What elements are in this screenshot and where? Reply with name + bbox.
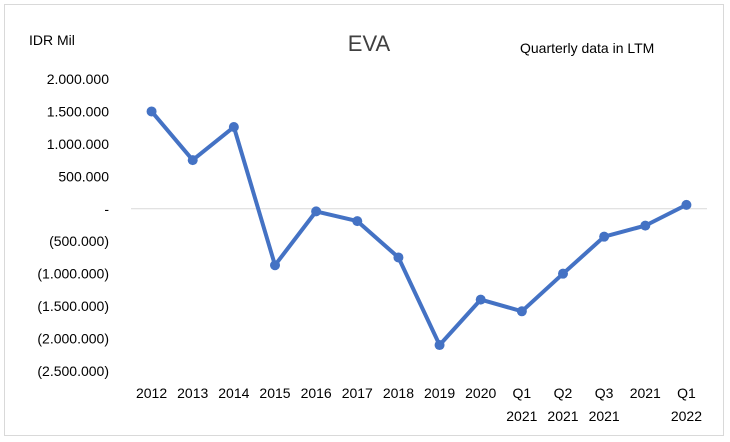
x-tick-label: Q3 bbox=[595, 385, 614, 401]
x-tick-label: Q2 bbox=[554, 385, 573, 401]
eva-series-markers bbox=[146, 106, 692, 351]
y-axis-ticks: 2.000.000 1.500.000 1.000.000 500.000 - (500.… bbox=[37, 71, 109, 379]
y-tick-label: (2.000.000) bbox=[37, 331, 109, 347]
data-point-marker bbox=[516, 306, 527, 317]
chart-title: EVA bbox=[348, 31, 391, 56]
y-tick-label: (2.500.000) bbox=[37, 363, 109, 379]
y-tick-label: 2.000.000 bbox=[47, 71, 109, 87]
y-tick-label: (1.000.000) bbox=[37, 266, 109, 282]
chart-frame: EVA IDR Mil Quarterly data in LTM 2.000.… bbox=[4, 4, 724, 436]
x-tick-label: 2018 bbox=[383, 385, 414, 401]
x-tick-label: 2022 bbox=[671, 408, 702, 424]
y-tick-label: 1.000.000 bbox=[47, 136, 109, 152]
data-point-marker bbox=[434, 340, 445, 351]
x-tick-label: 2012 bbox=[136, 385, 167, 401]
data-point-marker bbox=[393, 252, 404, 263]
eva-line-chart: EVA IDR Mil Quarterly data in LTM 2.000.… bbox=[29, 31, 707, 424]
y-axis-unit-label: IDR Mil bbox=[29, 32, 75, 48]
x-tick-label: Q1 bbox=[677, 385, 696, 401]
data-point-marker bbox=[681, 199, 692, 210]
x-tick-label: 2019 bbox=[424, 385, 455, 401]
data-point-marker bbox=[558, 268, 568, 279]
data-point-marker bbox=[311, 206, 322, 217]
x-tick-label: 2021 bbox=[589, 408, 620, 424]
x-tick-label: 2017 bbox=[342, 385, 373, 401]
quarterly-note: Quarterly data in LTM bbox=[520, 40, 654, 56]
x-tick-label: 2013 bbox=[177, 385, 208, 401]
eva-series-line bbox=[149, 109, 689, 347]
data-point-marker bbox=[640, 220, 651, 231]
x-tick-label: 2014 bbox=[218, 385, 249, 401]
y-tick-label: 1.500.000 bbox=[47, 103, 109, 119]
y-tick-label: (1.500.000) bbox=[37, 298, 109, 314]
data-point-marker bbox=[270, 260, 280, 271]
data-point-marker bbox=[475, 294, 486, 305]
data-point-marker bbox=[352, 216, 363, 227]
y-tick-label: - bbox=[104, 201, 109, 217]
x-tick-label: 2020 bbox=[465, 385, 496, 401]
data-point-marker bbox=[599, 231, 610, 242]
y-tick-label: (500.000) bbox=[49, 233, 109, 249]
x-tick-label: 2021 bbox=[506, 408, 537, 424]
x-axis-ticks: 2012 2013 2014 2015 2016 2017 2018 2019 2020 Q1 20… bbox=[136, 385, 702, 424]
x-tick-label: 2021 bbox=[630, 385, 661, 401]
data-point-marker bbox=[228, 122, 239, 133]
y-tick-label: 500.000 bbox=[58, 168, 109, 184]
data-point-marker bbox=[146, 106, 157, 117]
x-tick-label: 2016 bbox=[301, 385, 332, 401]
data-point-marker bbox=[187, 155, 198, 166]
x-tick-label: 2015 bbox=[259, 385, 290, 401]
x-tick-label: 2021 bbox=[547, 408, 578, 424]
x-tick-label: Q1 bbox=[513, 385, 532, 401]
